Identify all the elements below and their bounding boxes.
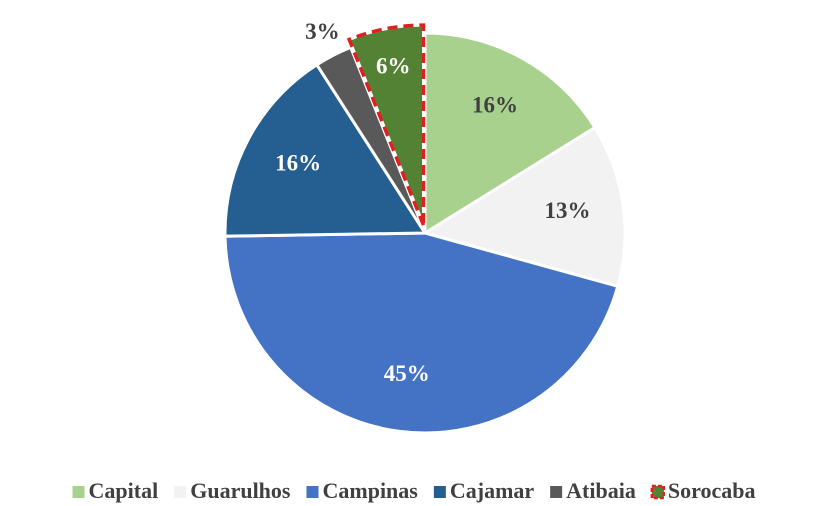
slice	[423, 31, 598, 236]
legend-swatch	[650, 484, 666, 500]
legend-swatch	[550, 486, 563, 498]
legend: Capital Guarulhos Campinas Cajamar Atibaia So…	[72, 478, 756, 503]
legend-item: Capital	[72, 478, 159, 503]
value-label: 16%	[275, 150, 321, 175]
value-label: 16%	[472, 92, 518, 117]
legend-label: Capital	[89, 478, 159, 503]
value-label: 13%	[545, 198, 591, 223]
legend-item: Campinas	[306, 478, 418, 503]
legend-label: Campinas	[322, 478, 418, 503]
legend-label: Atibaia	[566, 478, 636, 503]
pie	[223, 23, 627, 435]
legend-swatch	[174, 486, 187, 498]
legend-swatch	[72, 486, 85, 498]
legend-swatch	[433, 486, 446, 498]
value-labels: 16% 13% 45% 16% 3% 6%	[275, 19, 590, 386]
legend-swatch	[306, 486, 319, 498]
legend-item: Guarulhos	[174, 478, 291, 503]
highlight-border	[346, 23, 426, 226]
value-label: 45%	[384, 361, 430, 386]
legend-item: Cajamar	[433, 478, 535, 503]
value-label: 6%	[376, 53, 411, 78]
legend-item: Atibaia	[550, 478, 636, 503]
legend-label: Cajamar	[450, 478, 535, 503]
legend-item: Sorocaba	[650, 478, 756, 503]
legend-label: Sorocaba	[668, 478, 756, 503]
legend-label: Guarulhos	[190, 478, 291, 503]
slice	[223, 62, 428, 238]
value-label: 3%	[305, 19, 340, 44]
slice	[223, 231, 620, 435]
